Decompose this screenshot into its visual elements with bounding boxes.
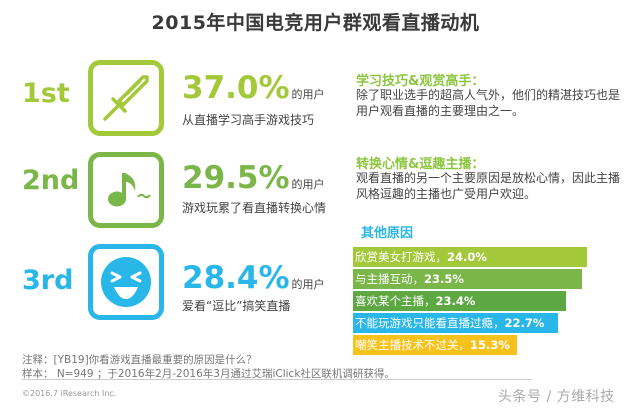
bar-label: 嘲笑主播技术不过关， [355, 338, 470, 352]
rank-2-desc: 游戏玩累了看直播转换心情 [182, 201, 327, 215]
copyright: ©2016.7 iResearch Inc. [22, 389, 117, 398]
bar-label: 不能玩游戏只能看直播过瘾， [355, 316, 505, 330]
bar-3: 喜欢某个主播，23.4% [353, 291, 566, 311]
chart-title: 2015年中国电竞用户群观看直播动机 [151, 12, 480, 34]
rank-3-desc: 爱看“逗比”搞笑直播 [182, 299, 291, 313]
sample-text: 样本： N=949 ；于2016年2月-2016年3月通过艾瑞iClick社区联… [22, 368, 395, 380]
music-note-icon [88, 152, 164, 228]
bar-value: 23.4% [435, 294, 476, 308]
bar-value: 22.7% [504, 316, 545, 330]
explanation-1-text: 除了职业选手的超高人气外，他们的精湛技巧也是用户观看直播的主要理由之一。 [356, 88, 621, 118]
percent-value: 37.0% [182, 70, 290, 106]
rank-2-label: 2nd [22, 165, 80, 196]
rank-1-desc: 从直播学习高手游戏技巧 [182, 113, 315, 127]
percent-unit: 的用户 [291, 88, 325, 101]
bar-5: 嘲笑主播技术不过关，15.3% [353, 335, 517, 355]
bar-label: 与主播互动， [355, 272, 424, 286]
bar-4: 不能玩游戏只能看直播过瘾，22.7% [353, 313, 558, 333]
laughing-face-icon [88, 244, 164, 320]
rank-1-label: 1st [22, 78, 70, 109]
bar-value: 24.0% [447, 250, 487, 264]
bar-1: 欣赏美女打游戏，24.0% [353, 247, 587, 267]
bar-2: 与主播互动，23.5% [353, 269, 582, 289]
sword-icon [88, 60, 164, 136]
explanation-2-text: 观看直播的另一个主要原因是放松心情，因此主播风格逗趣的主播也广受用户欢迎。 [356, 171, 621, 201]
note-text: 注释：[YB19]你看游戏直播最重要的原因是什么？ [22, 354, 257, 366]
rank-3-percent: 28.4% 的用户 [182, 263, 325, 294]
percent-unit: 的用户 [291, 178, 325, 191]
explanation-2-title: 转换心情&逗趣主播： [356, 157, 485, 172]
rank-2-percent: 29.5% 的用户 [182, 163, 325, 194]
bar-label: 欣赏美女打游戏， [355, 250, 447, 264]
percent-value: 29.5% [182, 160, 290, 196]
footer-divider [22, 379, 532, 380]
rank-1-percent: 37.0% 的用户 [182, 73, 325, 104]
percent-value: 28.4% [182, 260, 290, 296]
bar-value: 15.3% [470, 338, 510, 352]
other-reasons-title: 其他原因 [361, 226, 414, 241]
watermark: 头条号 / 方维科技 [498, 389, 615, 405]
bar-label: 喜欢某个主播， [355, 294, 436, 308]
rank-3-label: 3rd [22, 265, 74, 296]
explanation-1-title: 学习技巧&观赏高手： [356, 74, 485, 89]
percent-unit: 的用户 [291, 278, 325, 291]
bar-value: 23.5% [424, 272, 464, 286]
